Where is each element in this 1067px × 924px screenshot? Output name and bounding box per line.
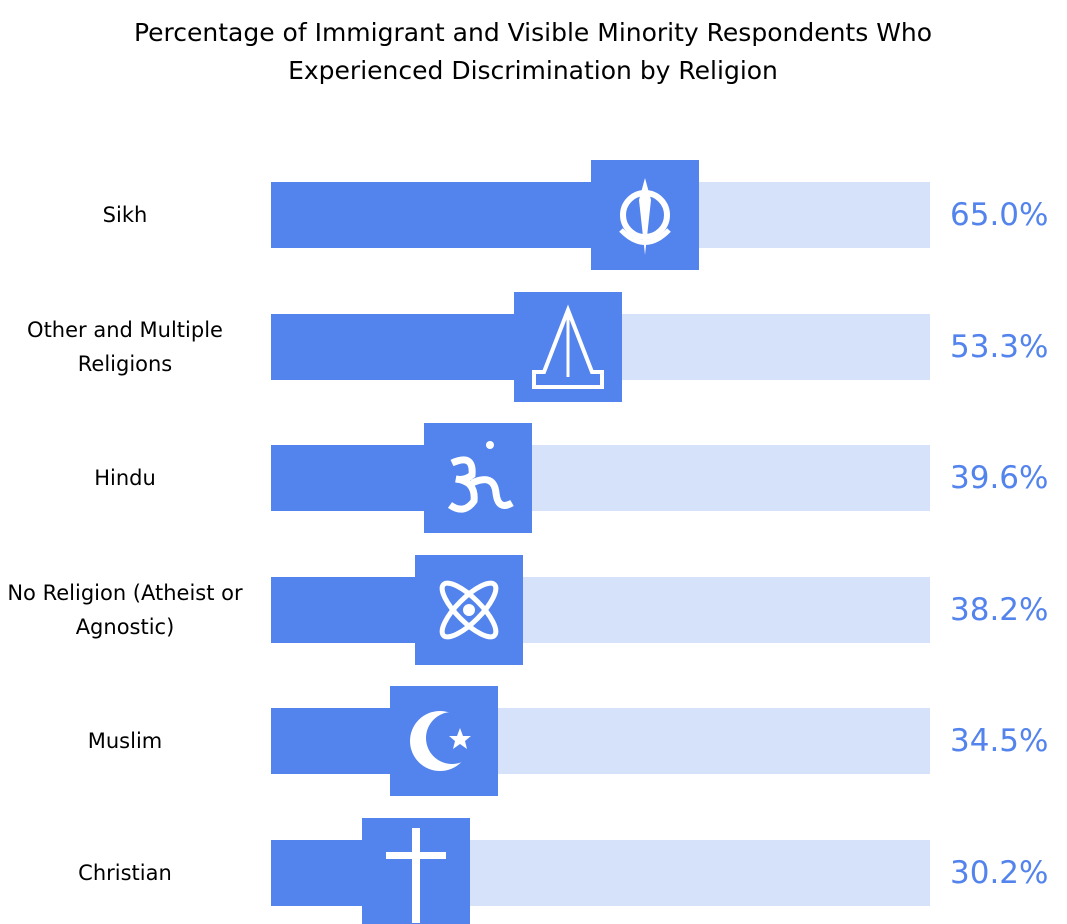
- category-label: Muslim: [87, 729, 163, 754]
- value-label: 53.3%: [950, 328, 1049, 365]
- icon-graphic: [532, 304, 605, 389]
- value-label: 65.0%: [950, 197, 1049, 233]
- category-label: No Religion (Atheist or Agnostic): [7, 580, 243, 639]
- religion-icon: [362, 818, 471, 924]
- value-label: 39.6%: [950, 460, 1049, 497]
- category-label: Other and Multiple Religions: [27, 317, 223, 376]
- religion-icon: [423, 423, 532, 534]
- value-label: 38.2%: [950, 591, 1049, 628]
- religion-icon: [514, 291, 623, 402]
- icon-graphic: [386, 828, 447, 923]
- category-label: Sikh: [102, 203, 148, 227]
- icon-graphic: [447, 441, 514, 513]
- icon-graphic: [410, 711, 479, 772]
- category-label: Hindu: [94, 466, 156, 491]
- icon-graphic: [439, 580, 499, 640]
- religion-icon: [591, 160, 700, 270]
- icon-graphic: [619, 178, 672, 255]
- value-label: 34.5%: [950, 723, 1049, 760]
- category-label: Christian: [78, 861, 172, 885]
- value-label: 30.2%: [950, 855, 1049, 891]
- religion-icon: [390, 686, 499, 797]
- religion-icon: [414, 554, 523, 665]
- chart-title: Percentage of Immigrant and Visible Mino…: [133, 18, 933, 85]
